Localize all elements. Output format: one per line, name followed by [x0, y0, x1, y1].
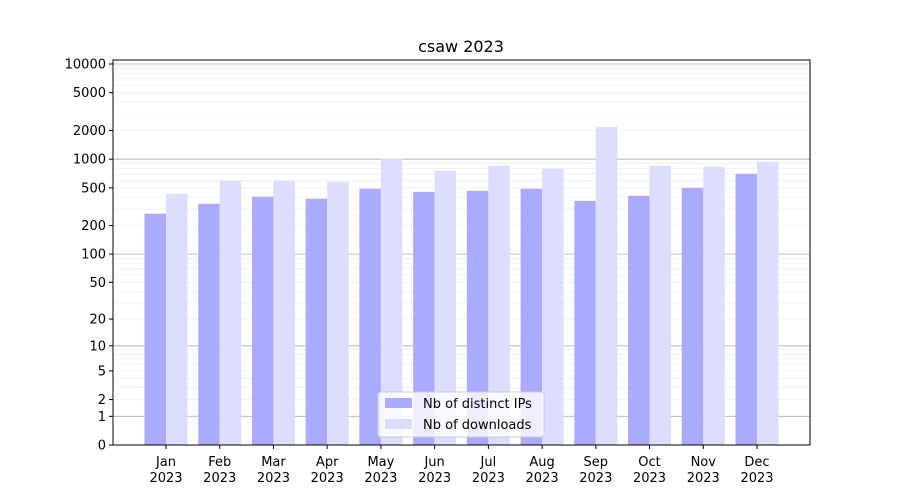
x-tick-label-year: 2023: [418, 471, 451, 486]
bar-downloads: [649, 165, 672, 445]
x-tick-label-month: Jul: [480, 455, 497, 470]
bar-downloads: [434, 170, 457, 445]
y-axis: 0 1 2 5 10 20 50 100 200 500 1000 2000 5000 10000: [65, 58, 113, 454]
x-tick-label-month: Dec: [744, 455, 769, 470]
bar-downloads: [488, 165, 510, 445]
plot-frame: [112, 59, 811, 446]
y-tick-label: 100: [81, 248, 106, 263]
legend-swatch-ips: [385, 398, 412, 408]
y-tick-label: 2: [98, 393, 106, 408]
x-tick-label-year: 2023: [633, 471, 666, 486]
x-tick-label-year: 2023: [149, 471, 182, 486]
x-tick-label-month: Jun: [423, 455, 444, 470]
bar-downloads: [380, 158, 403, 445]
x-tick-label-year: 2023: [364, 471, 397, 486]
y-tick-label: 2000: [73, 124, 106, 139]
y-tick-label: 10: [89, 339, 106, 354]
x-tick-label-month: May: [367, 455, 394, 470]
x-tick-label-year: 2023: [687, 471, 720, 486]
bar-distinct-ips: [413, 191, 435, 445]
bar-distinct-ips: [574, 200, 596, 445]
bar-downloads: [166, 193, 188, 445]
y-tick-label: 50: [89, 276, 106, 291]
legend-label-downloads: Nb of downloads: [423, 418, 532, 433]
x-tick-label-year: 2023: [526, 471, 559, 486]
bar-downloads: [273, 180, 295, 445]
y-tick-label: 1: [98, 410, 106, 425]
x-tick-label-month: Aug: [529, 455, 554, 470]
bar-distinct-ips: [198, 203, 220, 445]
x-tick-label-month: Sep: [584, 455, 609, 470]
y-tick-label: 500: [81, 181, 106, 196]
x-tick-label-month: Oct: [638, 455, 660, 470]
y-tick-label: 5000: [73, 86, 106, 101]
x-tick-label-year: 2023: [203, 471, 236, 486]
x-tick-label-month: Nov: [691, 455, 717, 470]
x-tick-label-month: Jan: [155, 455, 176, 470]
bar-distinct-ips: [681, 187, 704, 445]
x-tick-label-year: 2023: [579, 471, 612, 486]
bar-distinct-ips: [144, 213, 166, 445]
bar-distinct-ips: [520, 188, 543, 446]
x-tick-label-month: Feb: [208, 455, 231, 470]
x-tick-label-month: Apr: [316, 455, 339, 470]
bar-downloads: [542, 168, 564, 445]
y-tick-label: 20: [89, 313, 106, 328]
bar-downloads: [219, 180, 242, 445]
y-tick-label: 200: [81, 219, 106, 234]
bars: [144, 126, 779, 446]
y-tick-label: 5: [98, 364, 106, 379]
bar-downloads: [327, 181, 349, 445]
y-tick-label: 0: [98, 439, 106, 454]
bar-downloads: [595, 126, 618, 446]
bar-distinct-ips: [305, 198, 328, 445]
bar-distinct-ips: [359, 188, 381, 446]
x-tick-label-year: 2023: [740, 471, 773, 486]
x-tick-label-year: 2023: [311, 471, 344, 486]
bar-downloads: [703, 166, 725, 445]
bar-distinct-ips: [735, 173, 757, 445]
y-tick-label: 1000: [73, 153, 106, 168]
x-tick-label-month: Mar: [261, 455, 286, 470]
x-tick-label-year: 2023: [257, 471, 290, 486]
legend-label-ips: Nb of distinct IPs: [423, 397, 532, 412]
legend-swatch-downloads: [385, 419, 412, 429]
x-tick-label-year: 2023: [472, 471, 505, 486]
bar-distinct-ips: [251, 196, 274, 445]
chart-title: csaw 2023: [418, 37, 504, 56]
legend-box: [377, 391, 545, 438]
y-tick-label: 10000: [65, 58, 106, 73]
x-axis: Jan2023Feb2023Mar2023Apr2023May2023Jun20…: [149, 445, 774, 486]
legend: Nb of distinct IPs Nb of downloads: [377, 391, 545, 438]
bar-distinct-ips: [628, 195, 650, 445]
bar-distinct-ips: [466, 190, 489, 445]
bar-downloads: [757, 161, 779, 445]
